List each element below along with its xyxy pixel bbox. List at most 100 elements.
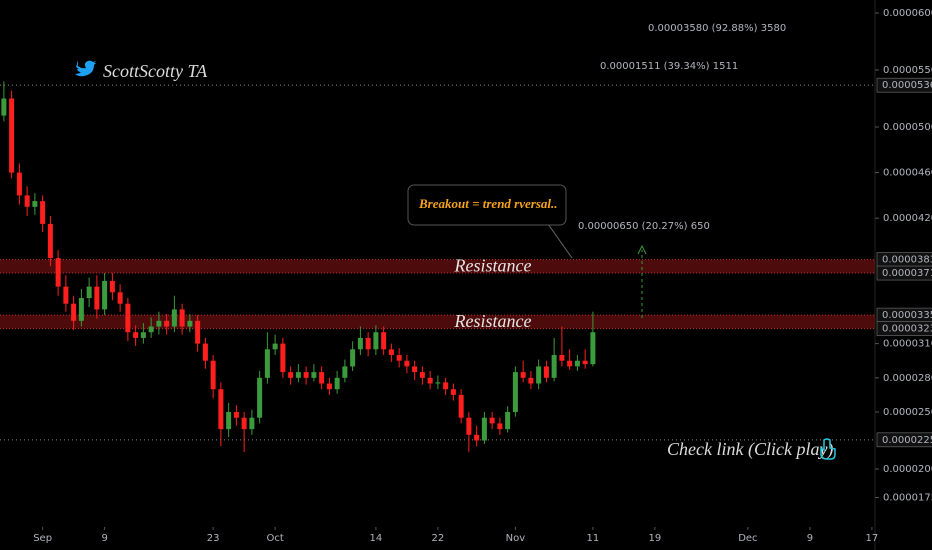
candle-body [404, 360, 410, 367]
candle-body [512, 372, 518, 413]
candle-body [249, 417, 255, 430]
candle-body [365, 337, 371, 350]
candle-body [164, 320, 170, 327]
x-tick-label: 14 [370, 533, 383, 544]
candle-body [78, 298, 84, 321]
candle-body [32, 201, 38, 207]
candle-body [117, 292, 123, 304]
zone-label: Resistance [454, 256, 532, 276]
candle-body [187, 320, 193, 327]
candle-body [210, 360, 216, 390]
candle-body [109, 280, 115, 293]
callout-box [407, 184, 567, 226]
candle-body [489, 417, 495, 424]
candle-body [140, 332, 146, 338]
candle-body [396, 355, 402, 361]
candle-body [412, 366, 418, 373]
candle-body [381, 332, 387, 350]
resistance-zone [0, 315, 875, 329]
candle-body [226, 412, 232, 430]
candle-body [497, 423, 503, 430]
candle-body [257, 377, 263, 418]
candle-body [241, 417, 247, 430]
watermark-text: ScottScotty TA [103, 61, 208, 81]
candle-body [559, 355, 565, 361]
candle-body [419, 372, 425, 378]
y-tick-label: 0.00005000 [883, 122, 932, 133]
candle-body [567, 360, 573, 367]
candle-body [551, 355, 557, 378]
x-tick-label: 23 [207, 533, 220, 544]
candle-body [288, 372, 294, 378]
price-label: 0.00005367 [882, 80, 932, 91]
candle-body [311, 372, 317, 378]
price-label: 0.00003350 [882, 310, 932, 321]
watermark: ScottScotty TA [75, 60, 208, 81]
price-label: 0.00003719 [882, 268, 932, 279]
x-tick-label: 19 [649, 533, 662, 544]
candle-body [86, 286, 92, 299]
x-tick-label: 17 [866, 533, 879, 544]
candle-body [427, 377, 433, 384]
candle-body [582, 360, 588, 365]
candle-body [179, 309, 185, 327]
candle-body [450, 389, 456, 395]
x-tick-label: Oct [266, 533, 283, 544]
y-tick-label: 0.00005500 [883, 65, 932, 76]
candle-body [319, 372, 325, 384]
candle-body [474, 434, 480, 441]
price-label-box [876, 432, 932, 448]
y-tick-label: 0.00006000 [883, 8, 932, 19]
candle-body [295, 372, 301, 378]
price-label-box [876, 265, 932, 281]
measure-label: 0.00001511 (39.34%) 1511 [600, 61, 738, 72]
y-tick-label: 0.00004600 [883, 168, 932, 179]
candle-body [350, 349, 356, 367]
x-tick-label: 9 [101, 533, 107, 544]
candle-body [63, 286, 69, 304]
candle-body [505, 412, 511, 430]
candle-body [481, 417, 487, 441]
hand-icon[interactable] [820, 438, 836, 460]
candle-body [16, 172, 22, 196]
price-label: 0.00003232 [882, 324, 932, 335]
measure-label: 0.00003580 (92.88%) 3580 [648, 23, 786, 34]
x-tick-label: Nov [506, 533, 526, 544]
candle-body [458, 394, 464, 418]
callout-text: Breakout = trend rversal.. [418, 196, 558, 211]
y-tick-label: 0.00001750 [883, 493, 932, 504]
candle-body [334, 377, 340, 390]
candle-body [528, 377, 534, 384]
candle-body [520, 372, 526, 378]
link-text[interactable]: Check link (Click play) [667, 439, 833, 460]
candle-body [133, 332, 139, 338]
candle-body [125, 303, 131, 333]
y-tick-label: 0.00002800 [883, 373, 932, 384]
zone-label: Resistance [454, 311, 532, 331]
y-tick-label: 0.00004200 [883, 213, 932, 224]
candle-body [233, 412, 239, 418]
price-label: 0.00002256 [882, 435, 932, 446]
candle-body [272, 343, 278, 350]
price-label-box [876, 77, 932, 93]
measure-label: 0.00000650 (20.27%) 650 [578, 221, 710, 232]
candle-body [71, 303, 77, 321]
candle-body [326, 383, 332, 390]
resistance-zone [0, 259, 875, 274]
candle-body [47, 223, 53, 259]
x-tick-label: 9 [807, 533, 813, 544]
candle-body [574, 360, 580, 367]
candle-body [280, 343, 286, 373]
candle-body [55, 258, 61, 287]
bird-icon [75, 60, 96, 77]
candle-body [102, 280, 108, 310]
candle-body [443, 382, 449, 390]
x-tick-label: 11 [587, 533, 600, 544]
candle-body [264, 349, 270, 378]
candle-body [195, 320, 201, 344]
candle-body [148, 326, 154, 333]
candle-body [373, 332, 379, 350]
